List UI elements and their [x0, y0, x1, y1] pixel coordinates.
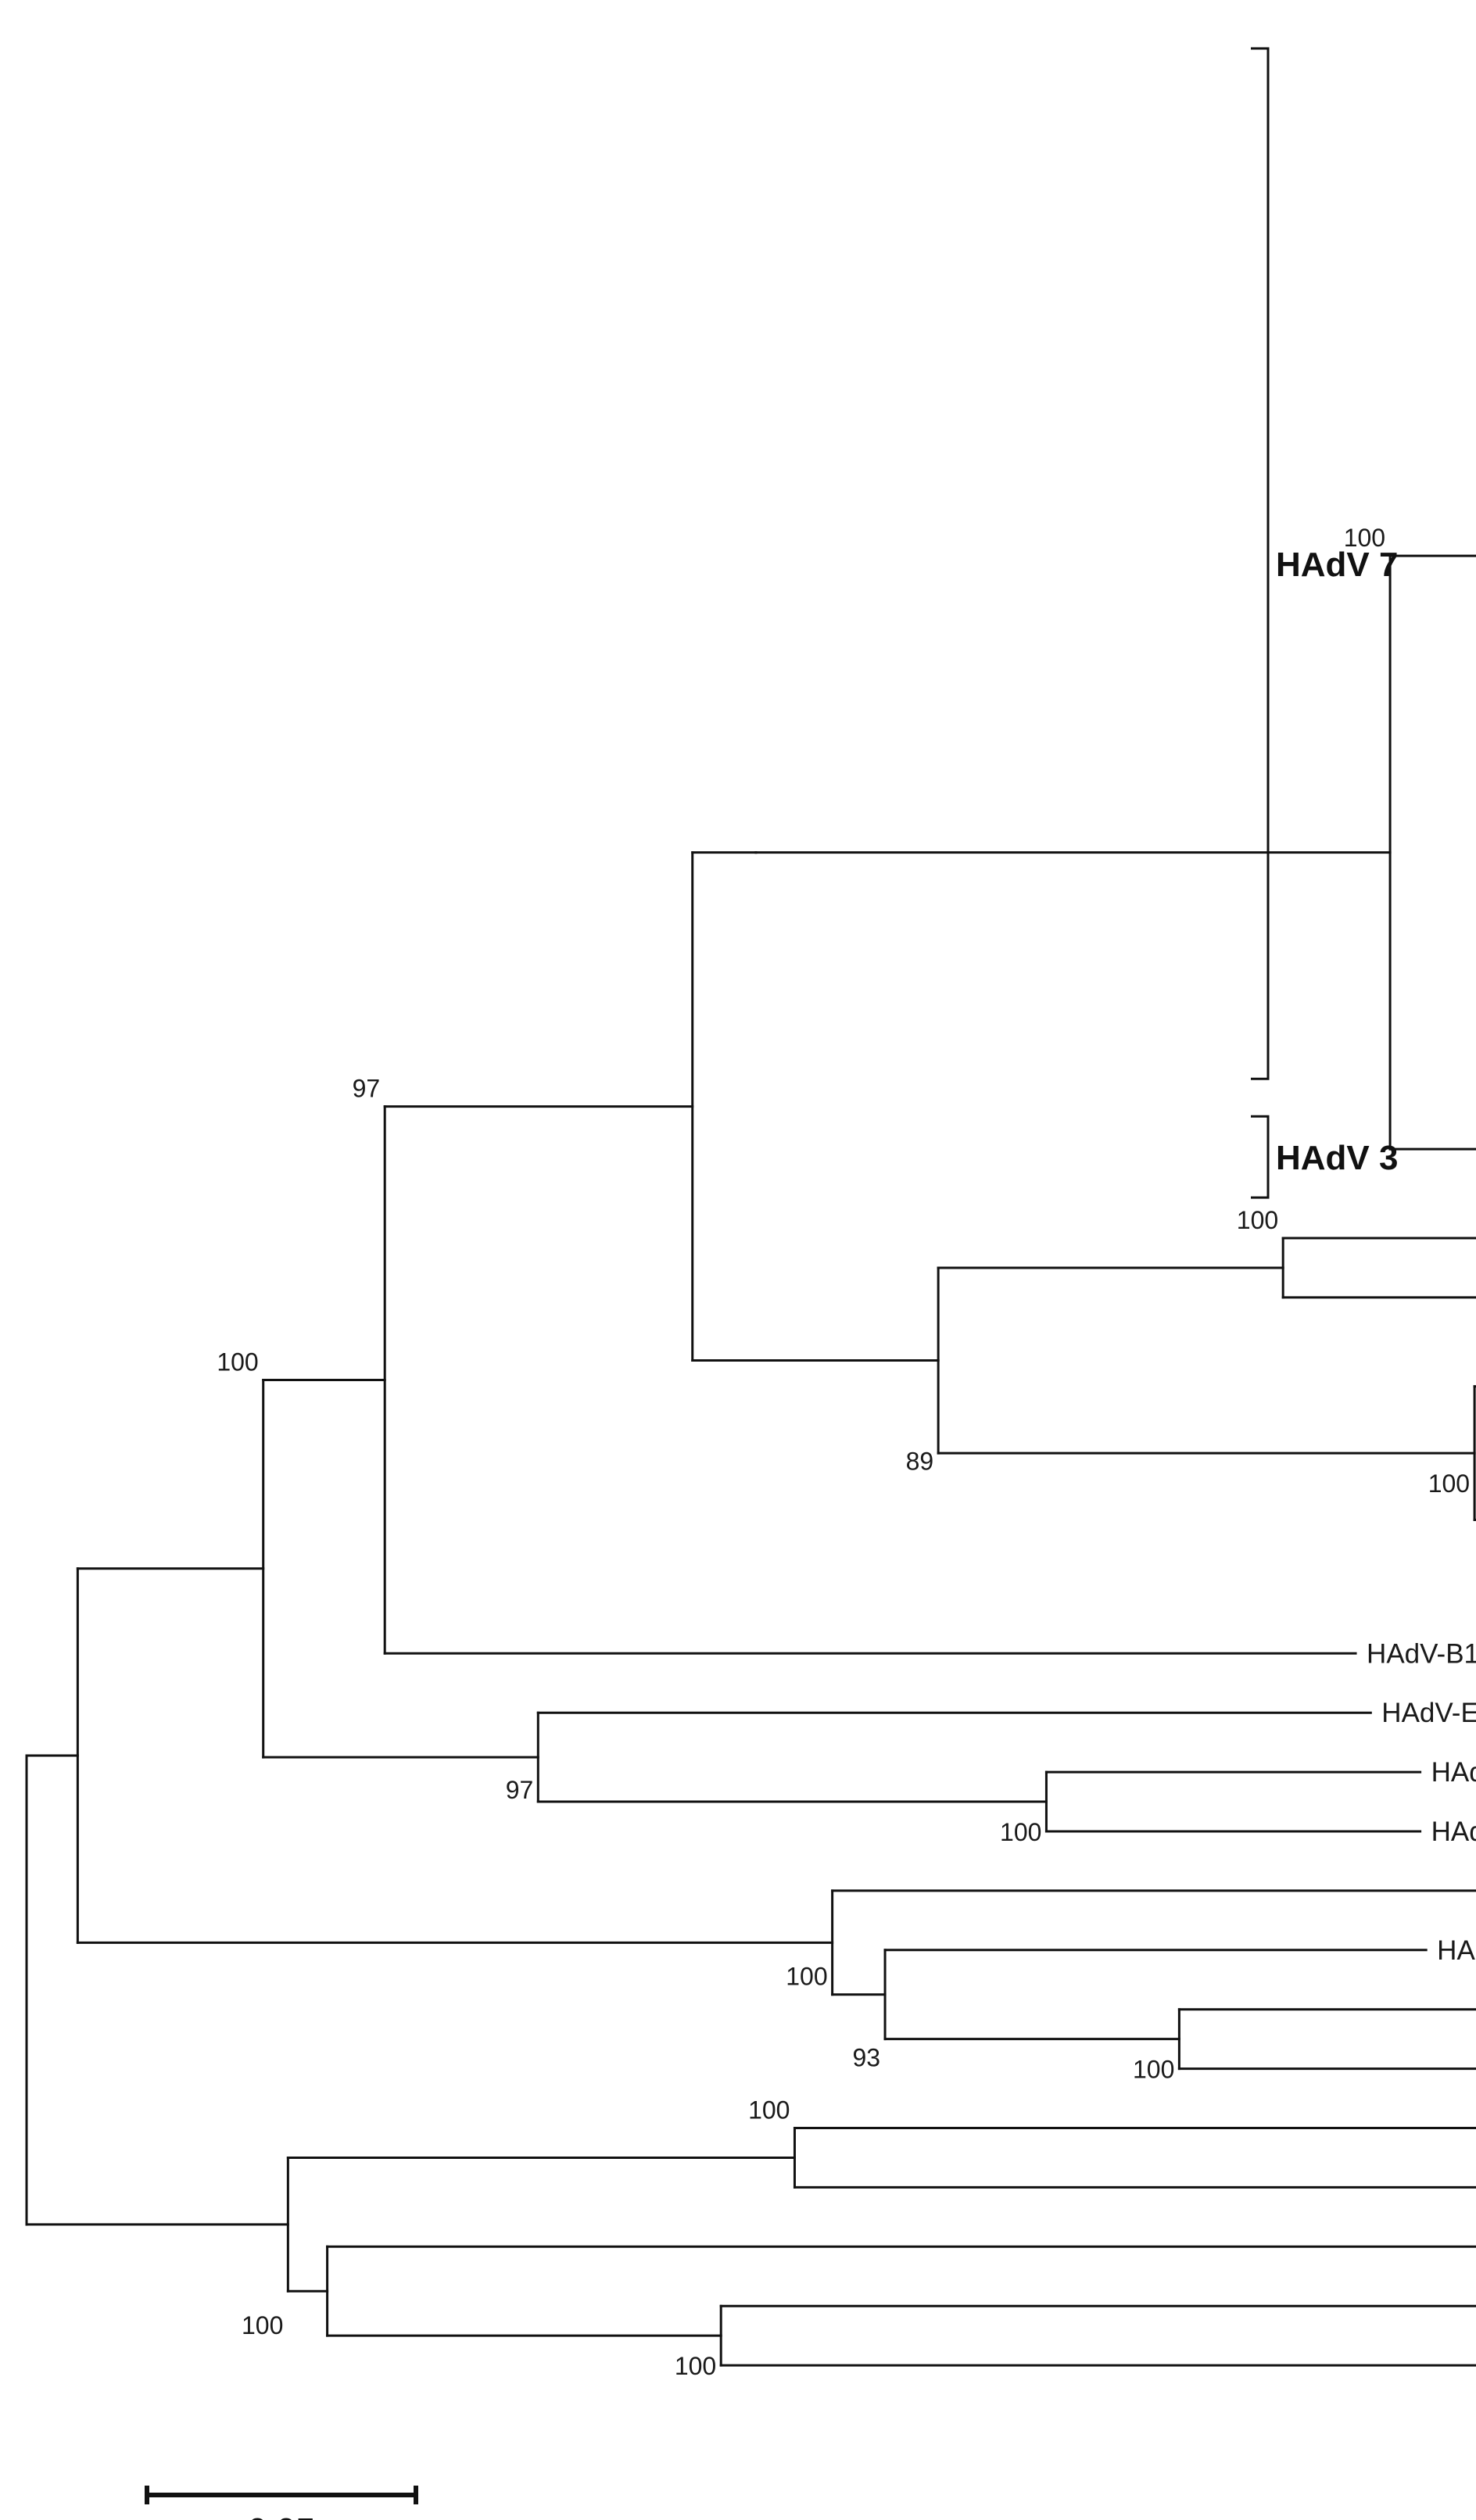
- bootstrap-value: 89: [906, 1448, 934, 1476]
- clade-bracket: [1251, 1115, 1270, 1199]
- leaf-label: HAdV-D17-HQ910407: [1431, 1757, 1476, 1788]
- leaf-label: HAdV-D48-EF153473: [1431, 1817, 1476, 1847]
- scale-bar-group: 0.05: [145, 2486, 418, 2520]
- bootstrap-value: 100: [1428, 1469, 1470, 1498]
- bootstrap-value: 100: [1000, 1818, 1041, 1846]
- bootstrap-value: 100: [1133, 2056, 1174, 2084]
- clade-brackets: HAdV 7 HAdV 3: [1251, 47, 1398, 1199]
- leaf-labels: Gansu2015-078Gansu2015-089Gansu2015-081G…: [1367, 1638, 1476, 1966]
- bootstrap-value: 100: [1344, 524, 1385, 552]
- bootstrap-value: 97: [353, 1075, 381, 1103]
- clade-label: HAdV 7: [1276, 546, 1398, 584]
- bootstrap-value: 93: [852, 2044, 880, 2072]
- bootstrap-labels: 1001001001008910010010089971009710010093…: [217, 524, 1470, 2380]
- bootstrap-value: 100: [786, 1962, 827, 1990]
- clade-label: HAdV 3: [1276, 1139, 1398, 1177]
- bootstrap-value: 100: [748, 2096, 790, 2124]
- scale-bar-label: 0.05: [248, 2511, 315, 2520]
- leaf-label: HAdV-E4-KF006344: [1381, 1698, 1476, 1728]
- bootstrap-value: 100: [675, 2352, 716, 2380]
- clade-bracket: [1251, 47, 1270, 1080]
- tree-branches: [25, 554, 1476, 2367]
- leaf-label: HAdV-B16-JN860680: [1367, 1638, 1476, 1669]
- bootstrap-value: 100: [1237, 1206, 1278, 1234]
- leaf-label: HAdV-C1-AF534906: [1437, 1935, 1476, 1966]
- bootstrap-value: 100: [217, 1348, 258, 1376]
- bootstrap-value: 100: [242, 2311, 283, 2339]
- bootstrap-value: 97: [506, 1776, 534, 1804]
